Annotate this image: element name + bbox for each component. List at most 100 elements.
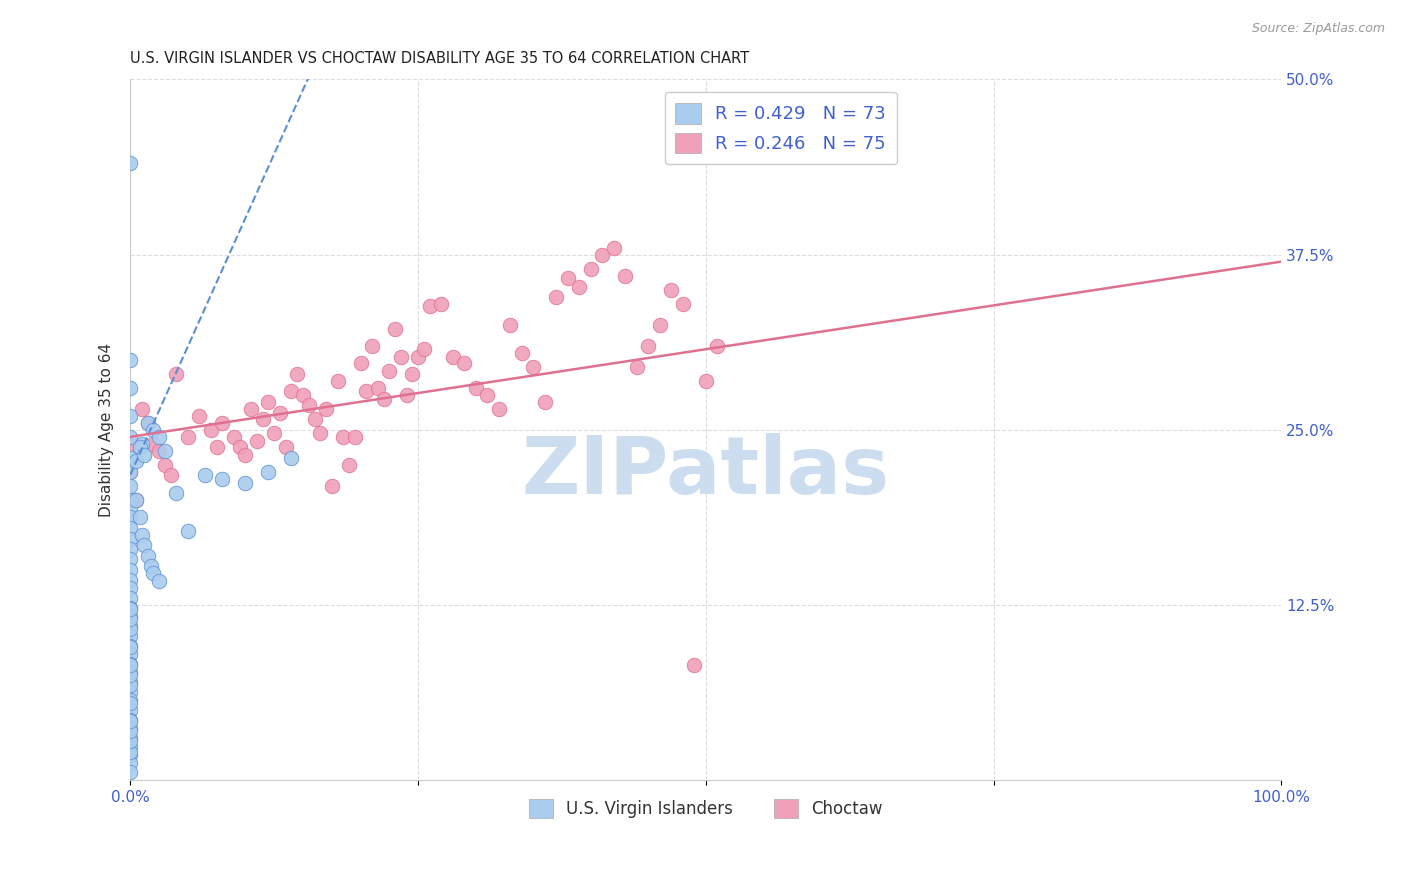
Point: [120, 600, 142, 615]
Point: [120, 665, 142, 680]
Point: [148, 430, 170, 444]
Point: [120, 647, 142, 661]
Point: [222, 430, 245, 444]
Point: [125, 492, 148, 507]
Point: [120, 551, 142, 566]
Point: [120, 619, 142, 633]
Point: [120, 658, 142, 673]
Point: [475, 388, 498, 402]
Point: [315, 401, 337, 416]
Point: [120, 724, 142, 739]
Point: [614, 268, 637, 283]
Point: [120, 521, 142, 535]
Point: [120, 509, 142, 524]
Point: [153, 458, 176, 472]
Point: [120, 591, 142, 605]
Point: [510, 345, 533, 359]
Point: [120, 629, 142, 643]
Point: [120, 541, 142, 556]
Legend: U.S. Virgin Islanders, Choctaw: U.S. Virgin Islanders, Choctaw: [523, 792, 889, 824]
Point: [395, 388, 418, 402]
Point: [499, 318, 522, 332]
Point: [637, 339, 659, 353]
Point: [332, 430, 354, 444]
Point: [257, 465, 280, 479]
Point: [546, 290, 568, 304]
Point: [120, 381, 142, 395]
Point: [120, 696, 142, 710]
Point: [120, 352, 142, 367]
Point: [579, 261, 602, 276]
Point: [120, 675, 142, 690]
Point: [419, 300, 441, 314]
Point: [120, 465, 142, 479]
Point: [430, 296, 453, 310]
Point: [120, 734, 142, 748]
Point: [120, 685, 142, 699]
Point: [120, 764, 142, 779]
Point: [136, 416, 159, 430]
Point: [120, 450, 142, 465]
Point: [134, 448, 156, 462]
Point: [120, 492, 142, 507]
Point: [309, 425, 332, 440]
Point: [120, 731, 142, 746]
Point: [194, 467, 217, 482]
Point: [246, 434, 269, 448]
Point: [263, 425, 285, 440]
Point: [120, 756, 142, 771]
Point: [120, 563, 142, 577]
Point: [120, 156, 142, 170]
Point: [280, 450, 302, 465]
Point: [269, 406, 291, 420]
Point: [533, 394, 555, 409]
Point: [125, 453, 148, 467]
Point: [128, 509, 150, 524]
Point: [120, 465, 142, 479]
Point: [120, 714, 142, 729]
Point: [120, 612, 142, 626]
Point: [321, 479, 343, 493]
Point: [406, 350, 429, 364]
Point: [695, 374, 717, 388]
Y-axis label: Disability Age 35 to 64: Disability Age 35 to 64: [100, 343, 114, 516]
Point: [557, 271, 579, 285]
Point: [120, 640, 142, 654]
Point: [142, 423, 165, 437]
Point: [120, 693, 142, 707]
Point: [120, 703, 142, 717]
Point: [659, 283, 682, 297]
Point: [120, 639, 142, 653]
Point: [120, 722, 142, 736]
Point: [488, 401, 510, 416]
Point: [211, 472, 233, 486]
Point: [136, 416, 159, 430]
Point: [603, 241, 626, 255]
Point: [285, 367, 308, 381]
Point: [120, 622, 142, 636]
Point: [441, 350, 464, 364]
Point: [228, 440, 250, 454]
Point: [125, 492, 148, 507]
Point: [120, 657, 142, 671]
Point: [349, 355, 371, 369]
Point: [356, 384, 378, 398]
Point: [211, 416, 233, 430]
Point: [120, 747, 142, 762]
Point: [373, 392, 395, 406]
Point: [367, 381, 389, 395]
Point: [131, 401, 153, 416]
Point: [464, 381, 486, 395]
Point: [120, 479, 142, 493]
Point: [165, 367, 187, 381]
Point: [120, 713, 142, 727]
Point: [120, 745, 142, 759]
Point: [153, 443, 176, 458]
Point: [188, 409, 211, 423]
Point: [120, 430, 142, 444]
Point: [412, 342, 434, 356]
Text: Source: ZipAtlas.com: Source: ZipAtlas.com: [1251, 22, 1385, 36]
Point: [131, 528, 153, 542]
Point: [120, 668, 142, 682]
Point: [252, 411, 274, 425]
